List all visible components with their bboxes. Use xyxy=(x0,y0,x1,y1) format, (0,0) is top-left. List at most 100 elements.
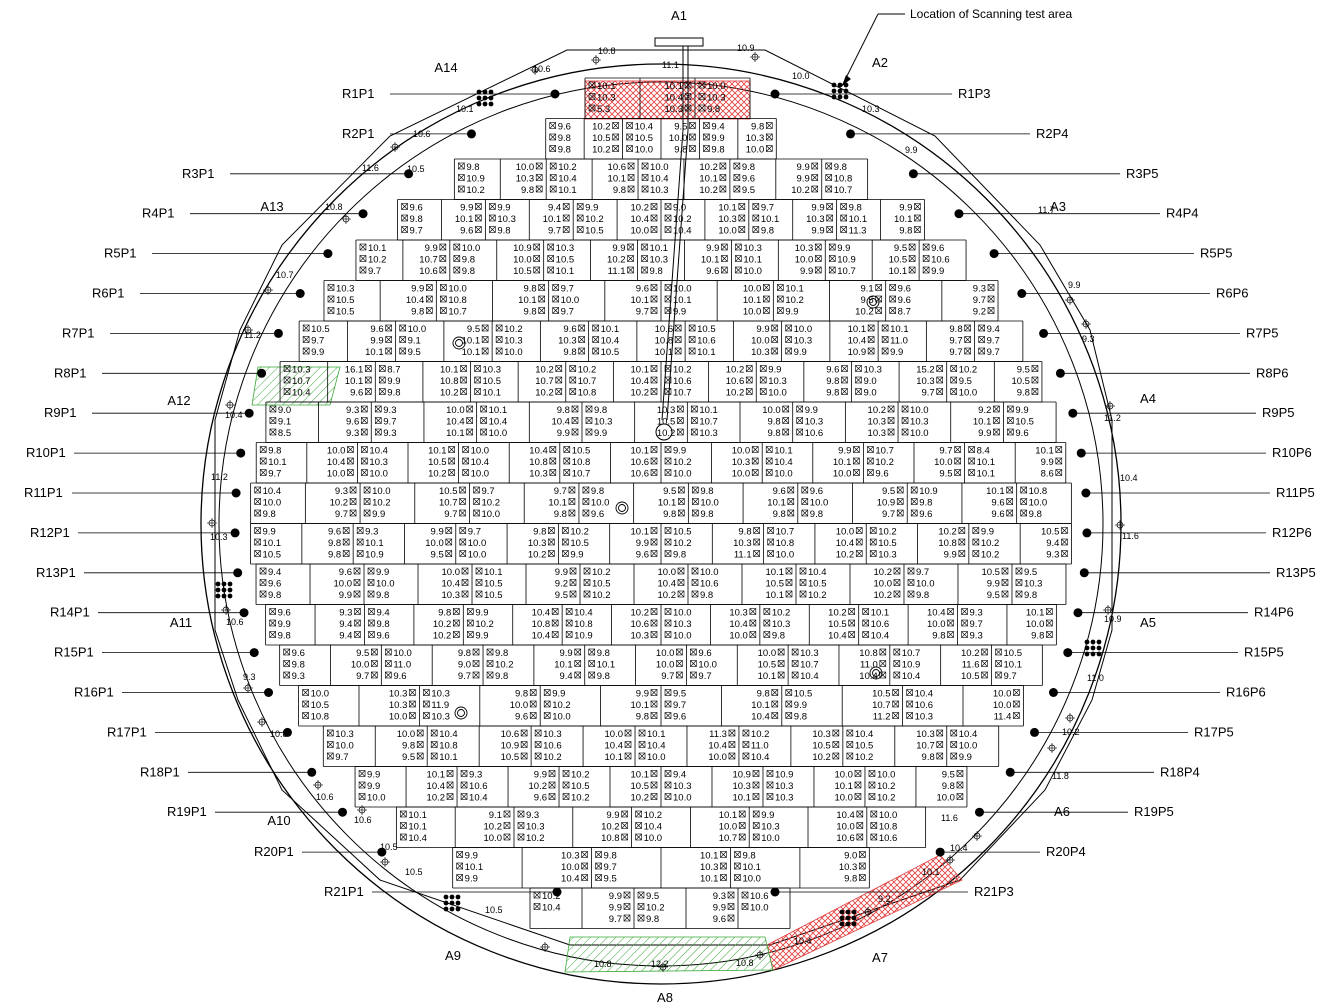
thickness-value: 10.2 xyxy=(592,145,611,156)
measurement-point-icon xyxy=(862,631,869,638)
thickness-value: 10.1 xyxy=(631,365,650,376)
reading-marker-icon xyxy=(1081,319,1091,329)
thickness-value: 9.8 xyxy=(523,284,536,295)
thickness-value: 10.0 xyxy=(483,833,502,844)
thickness-value: 9.7 xyxy=(604,862,617,873)
measurement-point-icon xyxy=(578,324,585,332)
thickness-value: 9.7 xyxy=(1004,671,1017,682)
thickness-value: 10.5 xyxy=(592,579,611,590)
measurement-point-icon xyxy=(868,770,876,777)
measurement-point-icon xyxy=(692,498,699,505)
measurement-point-icon xyxy=(901,428,909,436)
callout-point xyxy=(230,528,240,538)
thickness-value: 9.6 xyxy=(460,226,473,237)
callout-point xyxy=(1055,368,1065,378)
measurement-point-icon xyxy=(565,608,573,615)
measurement-point-icon xyxy=(811,162,819,170)
thickness-value: 11.3 xyxy=(849,226,867,237)
thickness-value: 10.2 xyxy=(868,405,887,416)
left-callout-label: R6P1 xyxy=(92,286,125,301)
thickness-value: 9.3 xyxy=(339,608,352,619)
measurement-point-icon xyxy=(453,608,460,615)
rim-reading: 11.2 xyxy=(211,472,228,482)
measurement-point-icon xyxy=(1006,498,1013,505)
measurement-point-icon xyxy=(358,793,366,800)
thickness-value: 10.7 xyxy=(902,648,921,659)
measurement-point-icon xyxy=(664,712,672,719)
thickness-value: 10.5 xyxy=(501,752,520,763)
measurement-point-icon xyxy=(448,446,455,453)
thickness-value: 10.4 xyxy=(369,446,388,457)
measurement-point-icon xyxy=(763,284,770,291)
measurement-point-icon xyxy=(749,631,757,638)
measurement-point-icon xyxy=(869,538,877,546)
thickness-value: 9.8 xyxy=(1024,590,1037,601)
thickness-value: 9.0 xyxy=(863,388,876,399)
thickness-value: 9.9 xyxy=(959,752,972,763)
measurement-point-icon xyxy=(569,376,577,384)
thickness-value: 10.1 xyxy=(1026,608,1045,619)
measurement-point-icon xyxy=(840,226,847,233)
measurement-point-icon xyxy=(562,550,569,557)
thickness-value: 9.7 xyxy=(554,486,567,497)
thickness-value: 9.8 xyxy=(673,550,686,561)
measurement-point-icon xyxy=(592,336,599,343)
measurement-point-icon xyxy=(460,770,468,777)
measurement-point-icon xyxy=(650,538,658,546)
measurement-point-icon xyxy=(460,388,467,395)
measurement-point-icon xyxy=(356,550,364,557)
thickness-value: 10.0 xyxy=(743,284,762,295)
thickness-value: 9.8 xyxy=(738,527,751,538)
measurement-point-icon xyxy=(466,428,473,436)
thickness-value: 10.0 xyxy=(504,347,523,358)
thickness-value: 10.4 xyxy=(442,579,461,590)
thickness-value: 10.3 xyxy=(812,729,831,740)
thickness-value: 10.3 xyxy=(335,729,354,740)
rim-reading: 10.4 xyxy=(1120,473,1138,483)
measurement-point-icon xyxy=(595,851,602,858)
measurement-point-icon xyxy=(791,660,799,667)
measurement-point-icon xyxy=(914,214,921,222)
measurement-point-icon xyxy=(875,307,882,314)
thickness-value: 10.1 xyxy=(894,214,913,225)
measurement-point-icon xyxy=(922,266,930,274)
thickness-value: 10.1 xyxy=(890,324,909,335)
thickness-value: 10.4 xyxy=(828,631,847,642)
measurement-point-icon xyxy=(993,417,1000,424)
thickness-value: 9.7 xyxy=(335,509,348,520)
thickness-value: 9.9 xyxy=(606,810,619,821)
thickness-value: 10.2 xyxy=(873,590,892,601)
thickness-value: 9.8 xyxy=(438,608,451,619)
measurement-point-icon xyxy=(869,550,877,557)
measurement-point-icon xyxy=(347,469,354,476)
thickness-value: 10.6 xyxy=(543,741,562,752)
measurement-point-icon xyxy=(978,336,985,343)
thickness-value: 10.4 xyxy=(635,122,654,133)
thickness-value: 11.2 xyxy=(873,712,891,723)
thickness-value: 9.7 xyxy=(481,486,494,497)
thickness-value: 9.7 xyxy=(761,203,774,214)
thickness-value: 10.0 xyxy=(877,770,896,781)
measurement-point-icon xyxy=(719,162,727,170)
measurement-point-icon xyxy=(961,608,968,615)
measurement-point-icon xyxy=(964,336,971,343)
thickness-value: 9.8 xyxy=(919,498,932,509)
thickness-value: 10.5 xyxy=(572,446,591,457)
measurement-point-icon xyxy=(892,689,899,696)
measurement-point-icon xyxy=(906,712,913,719)
measurement-point-icon xyxy=(650,770,658,777)
thickness-value: 10.4 xyxy=(859,671,878,682)
thickness-value: 10.8 xyxy=(529,457,548,468)
thickness-value: 9.3 xyxy=(365,527,378,538)
thickness-value: 10.0 xyxy=(707,81,726,92)
thickness-value: 10.4 xyxy=(836,538,855,549)
measurement-point-icon xyxy=(269,405,277,413)
measurement-point-icon xyxy=(745,365,753,372)
thickness-value: 9.9 xyxy=(263,527,276,538)
thickness-value: 10.5 xyxy=(483,376,502,387)
thickness-value: 8.4 xyxy=(977,446,990,457)
thickness-value: 10.4 xyxy=(489,417,508,428)
measurement-point-icon xyxy=(459,527,467,534)
thickness-value: 10.0 xyxy=(708,752,727,763)
thickness-value: 10.0 xyxy=(743,307,762,318)
